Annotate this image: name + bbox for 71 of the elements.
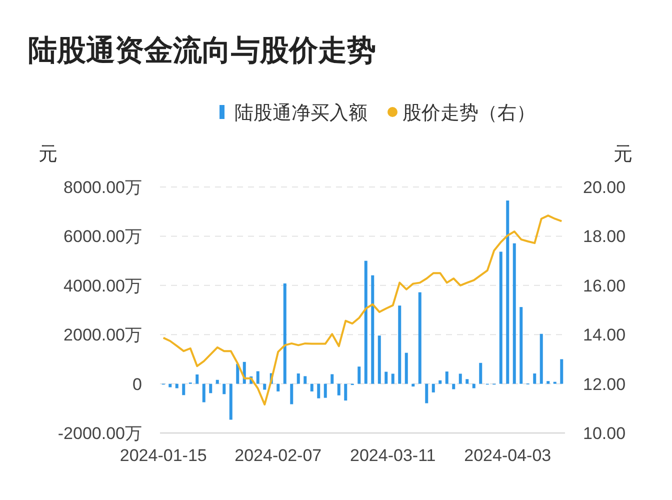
bar bbox=[384, 372, 388, 384]
bar bbox=[432, 384, 435, 392]
bar bbox=[479, 362, 482, 384]
y-tick-label: 4000.00万 bbox=[64, 276, 142, 296]
bar bbox=[209, 384, 212, 394]
bar bbox=[371, 275, 374, 384]
bar bbox=[466, 379, 469, 384]
bar bbox=[458, 374, 462, 384]
bar bbox=[229, 384, 232, 420]
bar bbox=[310, 384, 314, 392]
bar bbox=[276, 384, 280, 392]
bar bbox=[540, 334, 543, 384]
bar bbox=[324, 384, 327, 398]
y2-tick-label: 20.00 bbox=[583, 178, 626, 197]
bar bbox=[175, 384, 178, 388]
y-tick-label: -2000.00万 bbox=[58, 424, 142, 443]
y2-tick-label: 16.00 bbox=[583, 276, 626, 296]
bar bbox=[337, 384, 340, 396]
bar bbox=[378, 336, 381, 384]
bar bbox=[438, 380, 442, 384]
x-tick-label: 2024-01-15 bbox=[120, 446, 207, 465]
bar bbox=[412, 384, 415, 387]
bar bbox=[512, 243, 516, 384]
bar bbox=[472, 384, 476, 388]
bar bbox=[445, 372, 448, 384]
y-tick-label: 8000.00万 bbox=[64, 178, 142, 197]
bar bbox=[263, 384, 266, 390]
bar bbox=[398, 306, 402, 384]
bar bbox=[344, 384, 348, 401]
bar bbox=[499, 252, 502, 384]
bar bbox=[364, 260, 368, 384]
bar bbox=[506, 200, 510, 384]
legend-label: 股价走势（右） bbox=[402, 103, 536, 124]
bar bbox=[560, 359, 564, 384]
bar bbox=[304, 376, 307, 384]
bar bbox=[296, 373, 300, 384]
y2-tick-label: 14.00 bbox=[583, 326, 626, 345]
bar bbox=[358, 366, 361, 384]
bar bbox=[317, 384, 320, 398]
y2-tick-label: 10.00 bbox=[583, 424, 626, 443]
y-tick-label: 2000.00万 bbox=[64, 326, 142, 345]
bar bbox=[418, 292, 422, 384]
bar bbox=[182, 384, 186, 396]
x-tick-label: 2024-04-03 bbox=[464, 446, 552, 465]
bar bbox=[256, 371, 260, 384]
y-axis-title: 元 bbox=[38, 144, 58, 165]
y-tick-label: 6000.00万 bbox=[64, 227, 142, 246]
bar bbox=[425, 384, 428, 404]
line-series bbox=[162, 214, 563, 406]
bar bbox=[290, 384, 294, 404]
bar bbox=[391, 374, 394, 384]
legend-label: 陆股通净买入额 bbox=[234, 102, 368, 124]
bar bbox=[196, 374, 199, 384]
y2-tick-label: 18.00 bbox=[583, 227, 626, 246]
bar bbox=[216, 380, 219, 384]
bar bbox=[452, 384, 456, 390]
bar bbox=[236, 364, 240, 384]
x-tick-label: 2024-03-11 bbox=[350, 446, 436, 465]
bar bbox=[533, 373, 536, 384]
bar bbox=[546, 381, 550, 384]
y2-tick-label: 12.00 bbox=[583, 374, 626, 394]
bar bbox=[283, 283, 286, 384]
y2-axis-title: 元 bbox=[614, 144, 632, 165]
x-tick-label: 2024-02-07 bbox=[234, 446, 322, 465]
bar bbox=[520, 307, 523, 384]
chart-title: 陆股通资金流向与股价走势 bbox=[28, 34, 376, 67]
y-tick-label: 0 bbox=[132, 374, 142, 394]
bar bbox=[202, 384, 206, 402]
bar bbox=[222, 384, 226, 394]
bar bbox=[330, 374, 334, 384]
bar bbox=[404, 352, 408, 384]
